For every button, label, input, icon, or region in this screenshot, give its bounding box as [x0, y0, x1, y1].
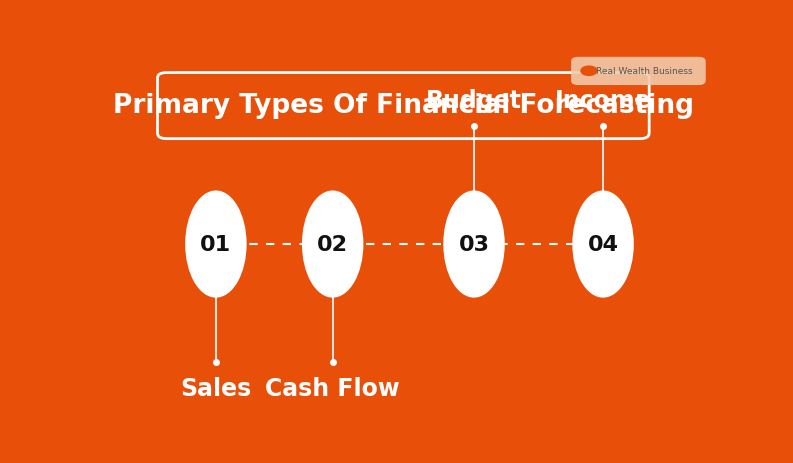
FancyBboxPatch shape	[158, 74, 649, 139]
Text: 01: 01	[201, 235, 232, 255]
FancyBboxPatch shape	[571, 58, 706, 86]
Ellipse shape	[186, 191, 247, 298]
Text: Real Wealth Business: Real Wealth Business	[596, 67, 693, 76]
Ellipse shape	[443, 191, 505, 298]
Circle shape	[581, 67, 597, 76]
Text: Budget: Budget	[426, 88, 522, 113]
Text: 03: 03	[458, 235, 489, 255]
Text: Cash Flow: Cash Flow	[266, 376, 400, 400]
Text: Income: Income	[555, 88, 651, 113]
Ellipse shape	[302, 191, 363, 298]
Text: Primary Types Of Financial Forecasting: Primary Types Of Financial Forecasting	[113, 93, 694, 119]
Text: Sales: Sales	[180, 376, 251, 400]
Ellipse shape	[573, 191, 634, 298]
Text: 02: 02	[317, 235, 348, 255]
Text: 04: 04	[588, 235, 619, 255]
